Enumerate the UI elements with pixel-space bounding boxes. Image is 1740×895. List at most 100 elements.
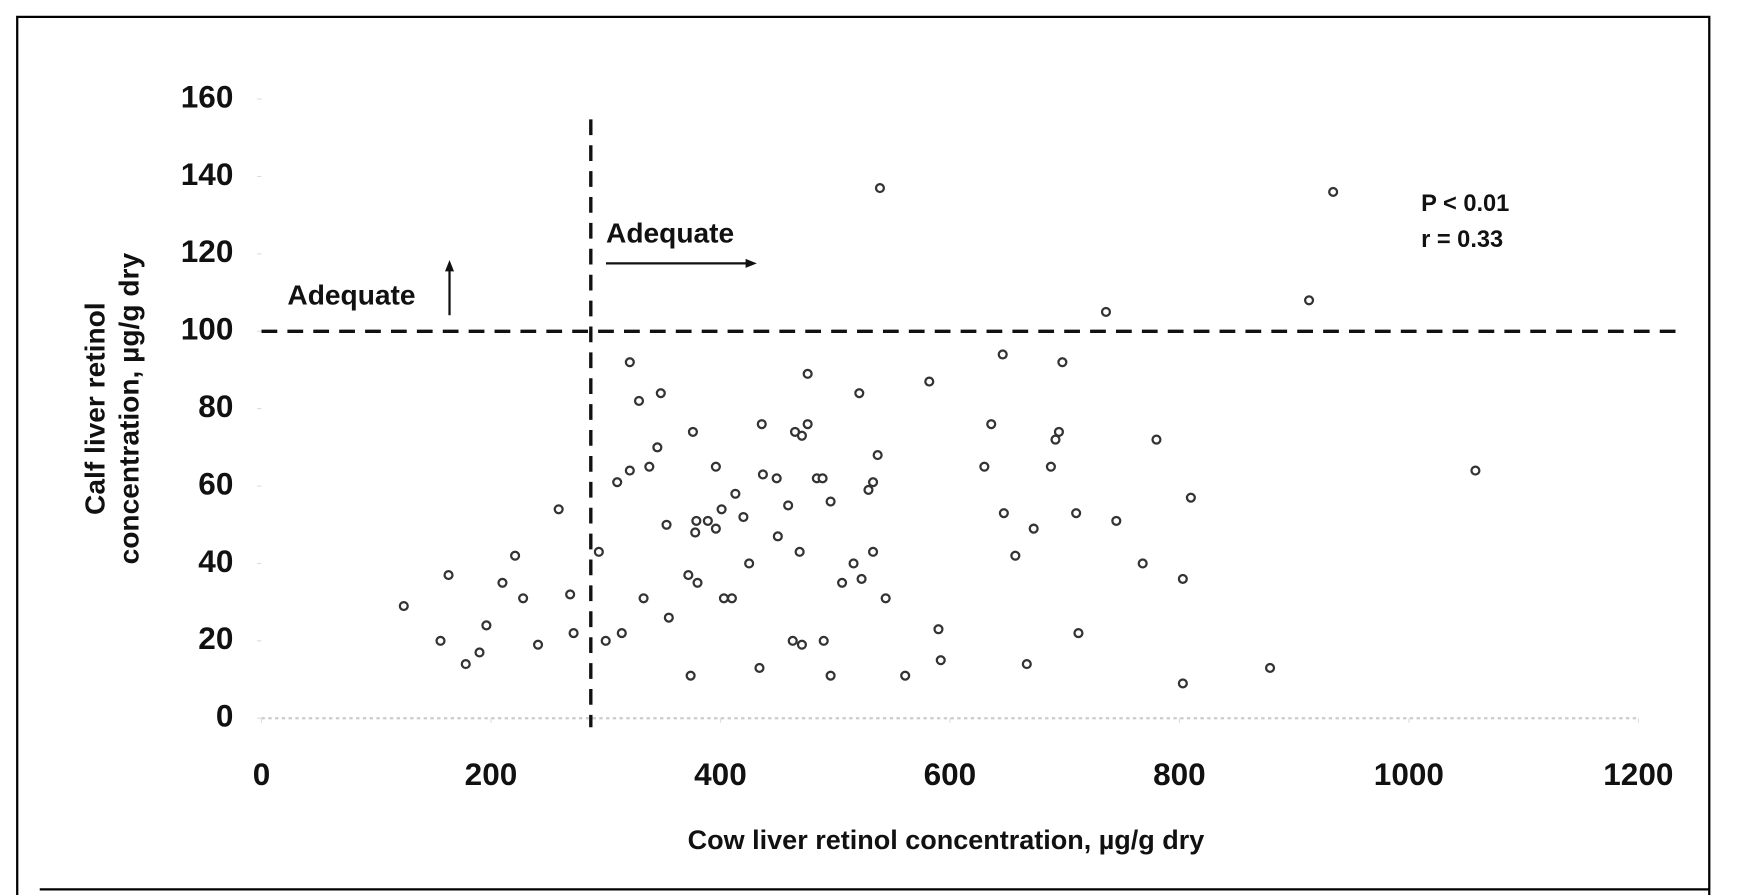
- y-axis-label: concentration, µg/g dry: [113, 253, 144, 565]
- point: [818, 635, 829, 646]
- point: [730, 488, 741, 499]
- point: [687, 426, 698, 437]
- point: [1053, 426, 1064, 437]
- point: [872, 450, 883, 461]
- point: [997, 349, 1008, 360]
- point: [837, 577, 848, 588]
- point: [744, 558, 755, 569]
- point: [1177, 573, 1188, 585]
- point: [1151, 434, 1162, 445]
- point: [600, 635, 611, 646]
- point: [1057, 357, 1068, 368]
- point: [1028, 523, 1039, 534]
- point: [565, 589, 576, 600]
- point: [1073, 628, 1084, 639]
- point: [787, 635, 798, 646]
- point: [1264, 662, 1276, 674]
- point: [1470, 465, 1481, 476]
- point: [825, 496, 836, 507]
- point: [924, 376, 935, 387]
- y-tick-label: 160: [181, 78, 234, 114]
- y-tick-label: 20: [198, 620, 233, 656]
- x-tick-label: 0: [253, 756, 271, 792]
- point: [900, 670, 911, 681]
- x-tick-label: 200: [465, 756, 518, 792]
- y-tick-label: 80: [198, 388, 233, 424]
- point: [638, 593, 649, 604]
- point: [443, 569, 454, 581]
- point: [1100, 306, 1112, 317]
- point: [510, 550, 521, 561]
- point: [1185, 492, 1196, 503]
- point: [497, 577, 508, 588]
- point: [624, 465, 635, 476]
- point: [568, 628, 579, 639]
- point: [863, 484, 874, 495]
- arrow-head: [445, 260, 455, 272]
- point: [880, 593, 891, 604]
- y-tick-label: 140: [181, 156, 234, 192]
- point: [757, 469, 768, 480]
- point: [398, 600, 409, 612]
- point: [848, 558, 859, 569]
- point: [710, 523, 721, 534]
- point: [474, 647, 485, 658]
- y-tick-label: 120: [181, 233, 234, 269]
- point: [772, 531, 783, 542]
- y-tick-label: 0: [216, 698, 234, 734]
- point: [702, 515, 713, 526]
- point: [435, 635, 446, 646]
- point: [1303, 295, 1315, 306]
- point: [867, 477, 879, 488]
- x-tick-label: 1200: [1603, 756, 1673, 792]
- point: [854, 388, 865, 399]
- y-tick-label: 40: [198, 543, 233, 579]
- point: [935, 655, 946, 666]
- point: [771, 473, 782, 484]
- point: [1045, 461, 1056, 472]
- y-tick-label: 60: [198, 465, 233, 501]
- point: [612, 477, 623, 488]
- point: [1328, 186, 1339, 198]
- point: [532, 639, 544, 650]
- point: [624, 357, 635, 368]
- x-tick-label: 400: [694, 756, 747, 792]
- point: [710, 461, 721, 472]
- point: [874, 183, 886, 194]
- x-tick-label: 1000: [1374, 756, 1444, 792]
- annotation: Adequate: [287, 280, 415, 311]
- y-tick-label: 100: [181, 311, 234, 347]
- point: [867, 546, 879, 557]
- annotation: Adequate: [606, 218, 734, 249]
- annotation: r = 0.33: [1421, 227, 1503, 253]
- point: [691, 515, 702, 526]
- point: [979, 461, 990, 472]
- point: [683, 569, 694, 581]
- point: [726, 593, 737, 604]
- point: [1111, 515, 1122, 526]
- point: [754, 662, 765, 674]
- point: [661, 519, 672, 530]
- point: [933, 624, 944, 635]
- point: [655, 388, 666, 399]
- point: [796, 430, 807, 441]
- point: [1021, 659, 1032, 670]
- point: [856, 573, 867, 585]
- point: [825, 670, 836, 681]
- y-axis-label: Calf liver retinol: [80, 302, 111, 515]
- point: [802, 368, 813, 379]
- point: [553, 504, 564, 515]
- point: [796, 639, 807, 650]
- frame: [16, 15, 1711, 895]
- point: [794, 546, 805, 557]
- point: [783, 500, 794, 511]
- point: [802, 419, 813, 430]
- point: [652, 442, 663, 453]
- point: [986, 419, 997, 430]
- point: [690, 527, 701, 538]
- point: [518, 593, 529, 604]
- x-tick-label: 800: [1153, 756, 1206, 792]
- point: [998, 508, 1009, 519]
- point: [460, 659, 471, 670]
